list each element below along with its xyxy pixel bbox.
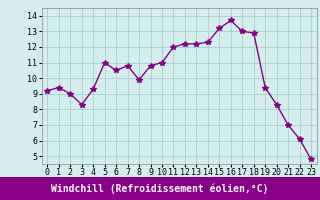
Text: Windchill (Refroidissement éolien,°C): Windchill (Refroidissement éolien,°C) [51, 183, 269, 194]
